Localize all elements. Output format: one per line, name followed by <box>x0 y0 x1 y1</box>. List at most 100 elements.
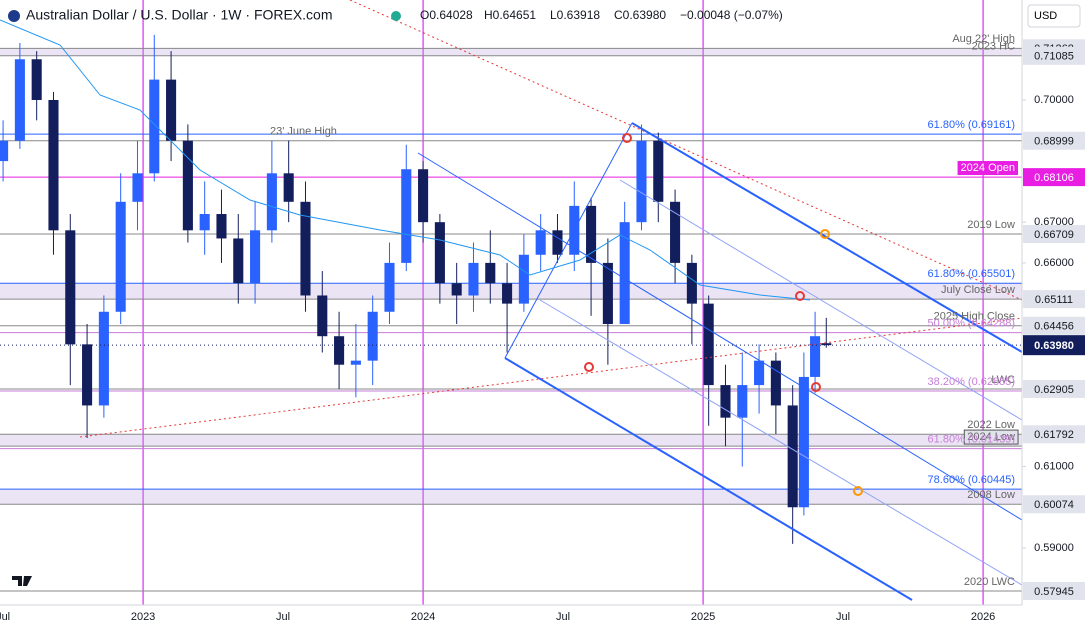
marker <box>811 382 821 392</box>
price-badge <box>1023 379 1085 398</box>
marker <box>622 133 632 143</box>
x-tick-label: Jul <box>0 611 10 623</box>
x-tick-label: 2024 <box>411 611 435 623</box>
header-change: −0.00048 (−0.07%) <box>680 8 783 22</box>
level-label: Aug 22' High <box>952 33 1015 45</box>
x-tick-label: Jul <box>836 611 850 623</box>
y-tick-label: 0.67000 <box>1034 216 1074 228</box>
candle-body <box>283 173 294 202</box>
candle-body <box>821 343 832 346</box>
candle-body <box>703 303 714 386</box>
header-low: L0.63918 <box>550 8 600 22</box>
header-high: H0.64651 <box>484 8 536 22</box>
level-label: 2025 High Close <box>934 311 1015 323</box>
channel-quarter <box>539 299 1023 586</box>
x-tick-label: 2025 <box>691 611 715 623</box>
logo <box>12 576 32 586</box>
level-label: 23' June High <box>270 126 337 138</box>
price-badge-label: 0.65111 <box>1035 294 1073 306</box>
candle-body <box>451 283 462 296</box>
candle-body <box>810 336 821 377</box>
candle-body <box>670 201 681 263</box>
price-badge <box>1023 495 1085 514</box>
candle-body <box>552 230 563 255</box>
candle-body <box>199 214 210 231</box>
drawings <box>0 0 1023 601</box>
candle-body <box>48 99 59 231</box>
level-label: 2022 Low <box>967 419 1015 431</box>
channel-base <box>504 122 633 359</box>
price-badge-label: 0.71085 <box>1034 51 1074 63</box>
level-label-box <box>957 161 1018 176</box>
candle-body <box>535 230 546 255</box>
level-label: 2008 Low <box>967 489 1015 501</box>
price-badge-label: 0.64456 <box>1034 321 1074 333</box>
candle-body <box>384 262 395 312</box>
y-tick-label: 0.66000 <box>1034 257 1074 269</box>
candle-body <box>82 344 93 406</box>
candle-body <box>502 283 513 304</box>
candle-body <box>350 360 361 365</box>
candle-body <box>754 360 765 386</box>
candle-body <box>586 205 597 263</box>
price-badge <box>1023 425 1085 444</box>
candle-body <box>686 262 697 304</box>
level-label: 61.80% (0.65501) <box>928 268 1015 280</box>
price-badge <box>1023 168 1085 187</box>
candle-body <box>166 79 177 141</box>
price-badge <box>1023 316 1085 335</box>
candle-body <box>770 360 781 406</box>
level-label: 2024 Low <box>967 431 1015 443</box>
channel-mid <box>417 152 1023 521</box>
level-label: 38.20% (0.62855) <box>928 376 1015 388</box>
price-badge <box>1023 225 1085 244</box>
candle-body <box>149 79 160 174</box>
marker <box>584 362 594 372</box>
level-label: 78.60% (0.60445) <box>928 474 1015 486</box>
price-badge-label: 0.62905 <box>1034 384 1074 396</box>
candle-body <box>182 140 193 231</box>
candle-body <box>653 140 664 202</box>
last-price-label: 0.63980 <box>1034 340 1074 352</box>
level-label: 61.80% (0.61439) <box>928 434 1015 446</box>
candle-body <box>0 140 9 162</box>
y-tick-label: 0.70000 <box>1034 94 1074 106</box>
last-price-badge <box>1023 335 1085 356</box>
candle-body <box>132 173 143 202</box>
level-label: 2020 LWC <box>964 576 1015 588</box>
x-tick-label: 2026 <box>971 611 995 623</box>
currency[interactable]: USD <box>1034 10 1057 22</box>
candle-body <box>216 214 227 239</box>
price-badge-label: 0.68106 <box>1034 172 1074 184</box>
level-label: 61.80% (0.69161) <box>928 119 1015 131</box>
marker <box>853 486 863 496</box>
candle-body <box>787 405 798 508</box>
candle-body <box>334 336 345 365</box>
y-tick-label: 0.59000 <box>1034 542 1074 554</box>
header-close: C0.63980 <box>614 8 666 22</box>
candle-body <box>31 59 42 100</box>
candle-body <box>266 173 277 231</box>
price-badge-label: 0.57945 <box>1034 586 1074 598</box>
currency-button[interactable] <box>1027 4 1081 28</box>
candle-body <box>98 311 109 406</box>
level-label: 2024 Open <box>961 162 1015 174</box>
candle-body <box>602 262 613 324</box>
price-badge-label: 0.61792 <box>1034 429 1074 441</box>
candle-body <box>720 385 731 418</box>
price-badge <box>1023 46 1085 65</box>
plot-layer <box>0 0 1022 605</box>
level-label: LWC <box>991 374 1015 386</box>
candle-body <box>468 262 479 296</box>
price-badge-label: 0.60074 <box>1034 499 1074 511</box>
candle-body <box>300 201 311 296</box>
level-band <box>0 489 1022 505</box>
price-badge <box>1023 290 1085 309</box>
marker <box>795 291 805 301</box>
candle-body <box>250 230 261 284</box>
price-badge-label: 0.66709 <box>1034 229 1074 241</box>
candle-body <box>14 59 25 141</box>
price-badge-label: 0.68999 <box>1034 136 1074 148</box>
